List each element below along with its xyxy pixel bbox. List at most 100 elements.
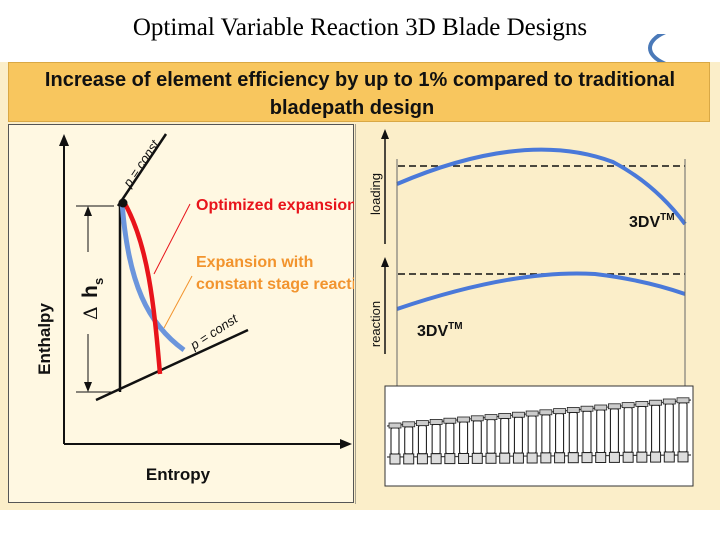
blade-stage — [664, 403, 674, 453]
blade-shroud — [539, 409, 553, 416]
blade-stage — [445, 422, 455, 455]
isobar-bottom — [95, 328, 249, 402]
blade-root — [403, 453, 415, 465]
hs-diagram: Enthalpy Entropy Δ h s p = const p = con… — [8, 124, 354, 503]
blade-root — [663, 451, 675, 463]
blade-stage — [678, 402, 688, 453]
constant-expansion-label-2: constant stage reactio — [196, 276, 354, 293]
blade-stage — [527, 415, 537, 454]
loading-design-label: 3DVTM — [629, 212, 675, 231]
blade-shroud — [553, 408, 566, 415]
blade-root — [677, 451, 689, 463]
blade-path-stages — [386, 397, 692, 465]
blade-shroud — [484, 414, 498, 421]
blade-root — [416, 453, 428, 465]
delta-arrow-down — [84, 382, 92, 392]
banner-line-1: Increase of element efficiency by up to … — [44, 69, 676, 91]
blade-root — [650, 451, 662, 463]
blade-stage — [637, 405, 647, 453]
blade-root — [567, 452, 579, 464]
blade-shroud — [608, 403, 621, 410]
blade-stage — [404, 426, 414, 455]
blade-shroud — [429, 418, 443, 425]
blade-root — [608, 451, 620, 463]
delta-arrow-up — [84, 206, 92, 216]
blade-root — [622, 451, 634, 463]
blade-root — [499, 452, 511, 464]
optimized-expansion-label: Optimized expansion — [196, 197, 354, 214]
reaction-axis-label: reaction — [368, 301, 383, 347]
banner-line-2: bladepath design — [269, 97, 435, 119]
blade-stage — [500, 417, 510, 454]
blade-shroud — [498, 412, 512, 419]
blade-stage — [582, 410, 592, 454]
reaction-design-label: 3DVTM — [417, 321, 463, 340]
blade-root — [526, 452, 538, 464]
blade-stage — [623, 407, 633, 453]
blade-shroud — [512, 411, 525, 418]
blade-shroud — [676, 397, 690, 404]
blade-root — [485, 452, 497, 464]
blade-stage — [568, 411, 578, 454]
blade-stage — [555, 413, 565, 454]
constant-reaction-expansion-line — [119, 201, 186, 353]
y-axis-arrow — [59, 134, 69, 146]
delta-h: h — [79, 285, 102, 298]
banner: Increase of element efficiency by up to … — [8, 62, 710, 122]
blade-stage — [651, 404, 661, 453]
blade-stage — [390, 427, 400, 455]
y-axis-label: Enthalpy — [35, 303, 54, 375]
blade-stage — [431, 423, 441, 455]
optimized-expansion-line — [122, 200, 163, 375]
delta-s-subscript: s — [91, 278, 106, 285]
constant-leader — [163, 275, 193, 329]
blade-stage — [417, 425, 427, 455]
blade-stage — [609, 408, 619, 453]
blade-stage — [459, 421, 469, 455]
blade-shroud — [635, 400, 649, 407]
blade-root — [512, 452, 524, 464]
blade-stage — [541, 414, 551, 454]
loading-axis-label: loading — [368, 173, 383, 215]
x-axis-arrow — [340, 439, 352, 449]
blade-stage — [596, 409, 606, 454]
blade-root — [389, 453, 401, 465]
blade-root — [554, 452, 566, 464]
blade-stage — [513, 416, 523, 454]
blade-shroud — [566, 406, 580, 413]
blade-root — [458, 453, 470, 464]
delta-symbol: Δ — [80, 306, 102, 320]
isobar-top — [116, 133, 168, 207]
blade-root — [636, 451, 648, 463]
reaction-curve — [396, 271, 686, 311]
reaction-axis-arrow — [381, 257, 389, 267]
blade-shroud — [580, 405, 594, 412]
slide-title: Optimal Variable Reaction 3D Blade Desig… — [132, 14, 588, 41]
blade-shroud — [416, 420, 429, 427]
blade-shroud — [662, 398, 676, 405]
blade-root — [444, 453, 456, 465]
blade-stage — [486, 419, 496, 454]
blade-root — [430, 453, 442, 465]
loading-curve — [396, 147, 687, 226]
blade-root — [540, 452, 552, 464]
blade-stage — [472, 420, 482, 454]
blade-shroud — [621, 402, 635, 409]
blade-shroud — [457, 416, 470, 423]
loading-axis-arrow — [381, 129, 389, 139]
blade-shroud — [402, 421, 416, 428]
constant-expansion-label-1: Expansion with — [196, 254, 313, 271]
x-axis-label: Entropy — [146, 465, 211, 484]
blade-shroud — [525, 410, 539, 417]
blade-shroud — [470, 415, 484, 422]
blade-root — [595, 452, 607, 463]
hs-diagram-frame — [8, 124, 354, 503]
blade-shroud — [443, 417, 457, 424]
blade-shroud — [649, 399, 662, 406]
blade-design-panel: loading 3DVTM reaction 3DVTM — [355, 124, 710, 506]
blade-shroud — [388, 422, 402, 429]
blade-shroud — [594, 404, 608, 411]
optimized-leader — [153, 203, 191, 275]
expansion-start-point — [118, 198, 128, 208]
blade-root — [581, 452, 593, 464]
